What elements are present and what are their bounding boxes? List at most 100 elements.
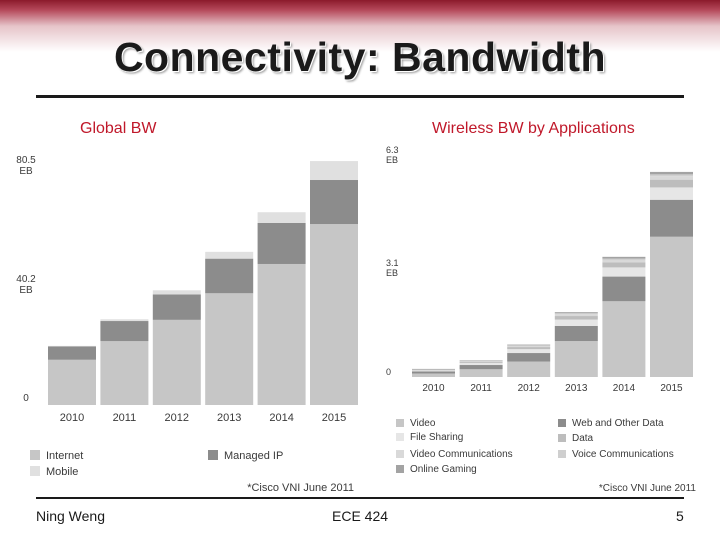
bar-internet xyxy=(205,293,254,405)
bar-voice-communications xyxy=(459,360,503,362)
title-band xyxy=(0,0,720,90)
legend-swatch-voice-communications xyxy=(558,450,566,458)
bar-video xyxy=(507,361,551,377)
bar-web-and-other-data xyxy=(554,325,598,342)
bar-video xyxy=(459,369,503,377)
y-tick-label: 80.5 EB xyxy=(16,155,36,177)
legend-swatch-video xyxy=(396,419,404,427)
bar-mobile xyxy=(48,345,96,347)
y-tick-label: 6.3 EB xyxy=(386,145,399,165)
bar-managed-ip xyxy=(48,346,96,360)
bar-internet xyxy=(152,319,201,405)
x-tick-label: 2012 xyxy=(518,383,541,394)
x-tick-label: 2014 xyxy=(269,412,293,424)
bar-voice-communications xyxy=(650,174,693,177)
bar-video-communications xyxy=(507,345,551,348)
bar-mobile xyxy=(205,251,254,259)
bar-file-sharing xyxy=(412,370,455,372)
x-tick-label: 2010 xyxy=(60,412,84,424)
legend-swatch-file-sharing xyxy=(396,433,404,441)
bar-internet xyxy=(100,341,149,405)
bar-online-gaming xyxy=(459,360,503,362)
bar-mobile xyxy=(152,290,201,295)
bar-managed-ip xyxy=(100,321,149,342)
bar-managed-ip xyxy=(257,222,306,264)
legend-swatch-video-communications xyxy=(396,450,404,458)
bar-mobile xyxy=(100,319,149,322)
footer-page-number: 5 xyxy=(676,508,684,524)
bar-data xyxy=(650,179,693,188)
legend-label-video-communications: Video Communications xyxy=(410,449,513,460)
legend-label-file-sharing: File Sharing xyxy=(410,432,463,443)
bar-video xyxy=(602,301,646,377)
bar-file-sharing xyxy=(459,362,503,366)
global-bw-heading: Global BW xyxy=(80,120,157,137)
bar-web-and-other-data xyxy=(412,371,455,374)
bar-file-sharing xyxy=(650,187,693,200)
bar-voice-communications xyxy=(602,258,646,261)
y-tick-label: 0 xyxy=(23,393,29,404)
bar-data xyxy=(602,262,646,268)
bar-video xyxy=(412,373,455,377)
source-note: *Cisco VNI June 2011 xyxy=(247,482,354,494)
bar-web-and-other-data xyxy=(650,199,693,237)
bar-video-communications xyxy=(554,314,598,317)
legend-label-managed-ip: Managed IP xyxy=(224,450,283,462)
legend-swatch-web-and-other-data xyxy=(558,419,566,427)
bar-mobile xyxy=(257,212,306,223)
wireless-bw-heading: Wireless BW by Applications xyxy=(432,120,635,137)
legend-label-internet: Internet xyxy=(46,450,83,462)
footer-rule xyxy=(36,497,684,499)
bar-web-and-other-data xyxy=(602,276,646,302)
x-tick-label: 2010 xyxy=(422,383,445,394)
x-tick-label: 2013 xyxy=(565,383,588,394)
bar-online-gaming xyxy=(602,256,646,259)
bar-mobile xyxy=(310,161,358,181)
legend-swatch-managed-ip xyxy=(208,450,218,460)
x-tick-label: 2011 xyxy=(470,383,492,394)
source-note: *Cisco VNI June 2011 xyxy=(599,483,697,494)
bar-online-gaming xyxy=(412,368,455,370)
bar-managed-ip xyxy=(205,258,254,294)
x-tick-label: 2013 xyxy=(217,412,241,424)
bar-data xyxy=(507,347,551,350)
footer-course: ECE 424 xyxy=(332,508,389,524)
bar-data xyxy=(554,316,598,320)
bar-file-sharing xyxy=(554,319,598,326)
bar-voice-communications xyxy=(507,345,551,346)
bar-internet xyxy=(257,263,306,405)
bar-voice-communications xyxy=(554,313,598,315)
bar-file-sharing xyxy=(507,349,551,354)
bar-web-and-other-data xyxy=(507,353,551,362)
legend-label-online-gaming: Online Gaming xyxy=(410,464,477,475)
bar-internet xyxy=(48,359,96,405)
bar-internet xyxy=(310,224,358,405)
bar-video xyxy=(554,341,598,377)
x-tick-label: 2012 xyxy=(165,412,189,424)
legend-swatch-online-gaming xyxy=(396,465,404,473)
x-tick-label: 2015 xyxy=(322,412,346,424)
bar-video-communications xyxy=(459,361,503,362)
legend-swatch-internet xyxy=(30,450,40,460)
slide-title: Connectivity: Bandwidth xyxy=(113,34,607,80)
legend-swatch-data xyxy=(558,434,566,442)
legend-label-web-and-other-data: Web and Other Data xyxy=(572,418,664,429)
bar-online-gaming xyxy=(554,312,598,314)
x-tick-label: 2015 xyxy=(660,383,683,394)
y-tick-label: 0 xyxy=(386,367,391,377)
bar-web-and-other-data xyxy=(459,365,503,370)
legend-label-video: Video xyxy=(410,418,436,429)
x-tick-label: 2011 xyxy=(113,412,137,424)
bar-video-communications xyxy=(650,176,693,180)
x-tick-label: 2014 xyxy=(613,383,636,394)
legend-label-mobile: Mobile xyxy=(46,466,78,478)
legend-label-voice-communications: Voice Communications xyxy=(572,449,674,460)
bar-online-gaming xyxy=(650,171,693,175)
bar-data xyxy=(459,361,503,363)
bar-video-communications xyxy=(602,260,646,263)
bar-managed-ip xyxy=(310,180,358,225)
y-tick-label: 40.2 EB xyxy=(16,274,36,296)
bar-video xyxy=(650,236,693,377)
